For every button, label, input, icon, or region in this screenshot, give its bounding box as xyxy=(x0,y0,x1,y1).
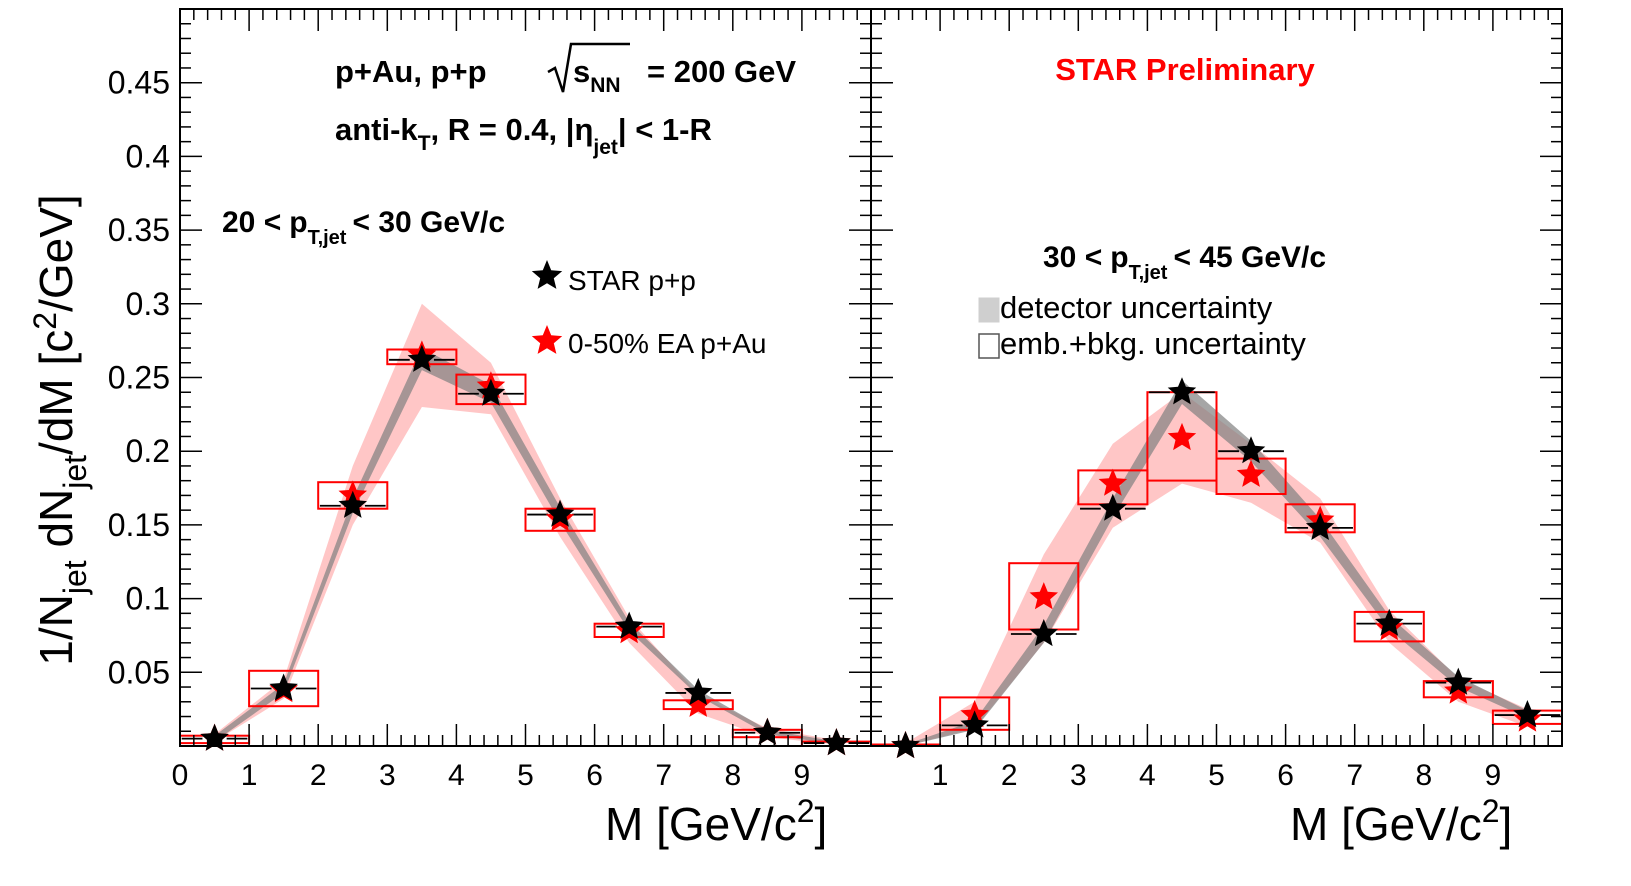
legend-label-pp: STAR p+p xyxy=(568,265,696,296)
legend-star-red-shape xyxy=(531,325,563,354)
x-tick-label: 6 xyxy=(1277,759,1294,792)
pp-point xyxy=(1098,493,1128,521)
y-tick-label: 0.05 xyxy=(108,654,170,690)
x-tick-label: 2 xyxy=(1001,759,1018,792)
pp-point xyxy=(1167,377,1197,405)
x-tick-label: 9 xyxy=(1485,759,1502,792)
syst-box xyxy=(1215,457,1287,496)
legend-detector-swatch xyxy=(978,297,1000,323)
x-tick-label: 8 xyxy=(1415,759,1432,792)
pp-point xyxy=(1375,608,1404,636)
x-tick-label: 9 xyxy=(794,759,811,792)
x-tick-label: 7 xyxy=(1346,759,1363,792)
y-tick-label: 0.1 xyxy=(126,581,170,617)
legend-left: STAR p+p 0-50% EA p+Au xyxy=(531,260,766,359)
pau-point xyxy=(1167,422,1197,451)
header-sqrt-s: sNN xyxy=(573,54,621,97)
x-tick-label: 0 xyxy=(172,759,189,792)
y-tick-label: 0.45 xyxy=(108,65,170,101)
pp-point xyxy=(1029,619,1058,647)
pp-point xyxy=(1305,512,1335,540)
header-line2: anti-kT, R = 0.4, |ηjet| < 1-R xyxy=(335,112,712,159)
x-tick-label: 3 xyxy=(1070,759,1087,792)
x-tick-label: 4 xyxy=(448,759,465,792)
pp-point xyxy=(684,677,713,706)
left-pt-range: 20 < pT,jet < 30 GeV/c xyxy=(222,206,505,249)
legend-embbkg-swatch xyxy=(978,333,1000,359)
y-axis-title: 1/Njet dNjet/dM [c2/GeV] xyxy=(27,194,93,665)
legend-star-black-shape xyxy=(531,260,563,289)
x-tick-label: 8 xyxy=(724,759,741,792)
x-tick-label: 7 xyxy=(655,759,672,792)
star-preliminary: STAR Preliminary xyxy=(1055,52,1315,87)
left-panel: 0 1 2 3 4 5 6 7 8 9 0.05 0.1 0.15 0.2 0.25 0.3 0.35 0.4 0.… xyxy=(108,8,873,792)
y-tick-label: 0.3 xyxy=(126,286,170,322)
x-tick-label: 5 xyxy=(1208,759,1225,792)
header-line1: p+Au, p+p xyxy=(335,54,487,89)
x-tick-label: 1 xyxy=(241,759,258,792)
header-energy: = 200 GeV xyxy=(647,54,796,89)
y-tick-label: 0.15 xyxy=(108,507,170,543)
pp-point xyxy=(614,611,644,639)
y-tick-label: 0.2 xyxy=(126,433,170,469)
pp-point xyxy=(891,731,920,759)
x-tick-label: 6 xyxy=(586,759,603,792)
legend-right: detector uncertainty emb.+bkg. uncertain… xyxy=(978,290,1306,361)
plot-frame xyxy=(870,8,1563,747)
pp-point xyxy=(476,378,506,406)
pp-point xyxy=(545,499,575,527)
pp-point xyxy=(1513,700,1542,728)
pp-point xyxy=(960,710,989,738)
pau-point xyxy=(1444,676,1473,704)
x-tick-label: 3 xyxy=(379,759,396,792)
syst-box xyxy=(248,669,320,708)
right-pt-range: 30 < pT,jet < 45 GeV/c xyxy=(1043,241,1326,284)
x-tick-label: 2 xyxy=(310,759,327,792)
legend-embbkg-label: emb.+bkg. uncertainty xyxy=(1000,326,1306,361)
pau-point xyxy=(1029,582,1058,610)
legend-label-pau: 0-50% EA p+Au xyxy=(568,328,766,359)
x-tick-label: 1 xyxy=(932,759,949,792)
x-axis-title-right: M [GeV/c2] xyxy=(1290,793,1512,850)
x-tick-label: 5 xyxy=(517,759,534,792)
pau-point xyxy=(684,689,713,717)
pau-point xyxy=(1236,459,1266,487)
sqrt-symbol xyxy=(547,42,630,93)
pp-point xyxy=(407,344,437,372)
right-panel: 1 2 3 4 5 6 7 8 9 xyxy=(870,8,1564,792)
legend-star-pau xyxy=(531,325,563,354)
x-axis-title-left: M [GeV/c2] xyxy=(605,793,827,850)
pp-detector-band xyxy=(214,348,837,745)
legend-star-pp xyxy=(531,260,563,289)
y-tick-label: 0.35 xyxy=(108,212,170,248)
pp-point xyxy=(1236,436,1266,464)
y-tick-label: 0.25 xyxy=(108,360,170,396)
legend-detector-label: detector uncertainty xyxy=(1000,290,1273,325)
pp-point xyxy=(338,490,367,518)
pp-point xyxy=(753,717,782,745)
pp-point xyxy=(1444,667,1473,695)
pau-point xyxy=(1098,468,1128,496)
x-tick-label: 4 xyxy=(1139,759,1156,792)
pp-point xyxy=(269,673,298,701)
pp-point xyxy=(822,728,851,756)
y-tick-label: 0.4 xyxy=(126,138,170,174)
